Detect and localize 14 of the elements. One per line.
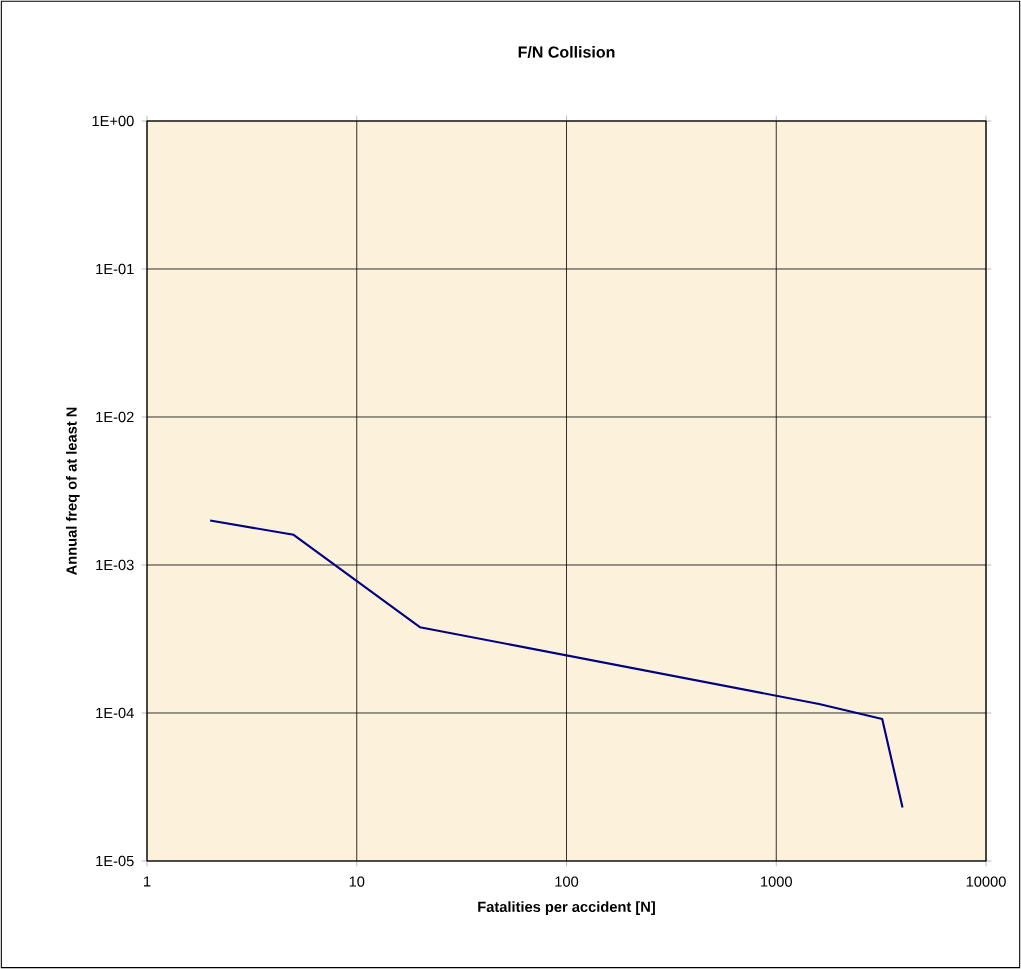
y-axis-title: Annual freq of at least N — [65, 407, 80, 575]
y-tick-label: 1E-01 — [96, 263, 134, 275]
x-tick-label: 10000 — [966, 876, 1006, 887]
x-tick-label: 1000 — [761, 876, 792, 887]
chart-title: F/N Collision — [518, 46, 615, 58]
y-tick-label: 1E-05 — [96, 855, 134, 867]
y-tick-label: 1E-03 — [96, 559, 134, 571]
x-tick-label: 10 — [349, 876, 365, 887]
x-axis-title: Fatalities per accident [N] — [478, 901, 655, 915]
y-tick-label: 1E-04 — [96, 707, 134, 719]
y-tick-label: 1E-02 — [96, 411, 134, 423]
x-tick-label: 100 — [555, 876, 579, 887]
y-tick-label: 1E+00 — [92, 115, 134, 127]
x-tick-label: 1 — [144, 876, 151, 887]
